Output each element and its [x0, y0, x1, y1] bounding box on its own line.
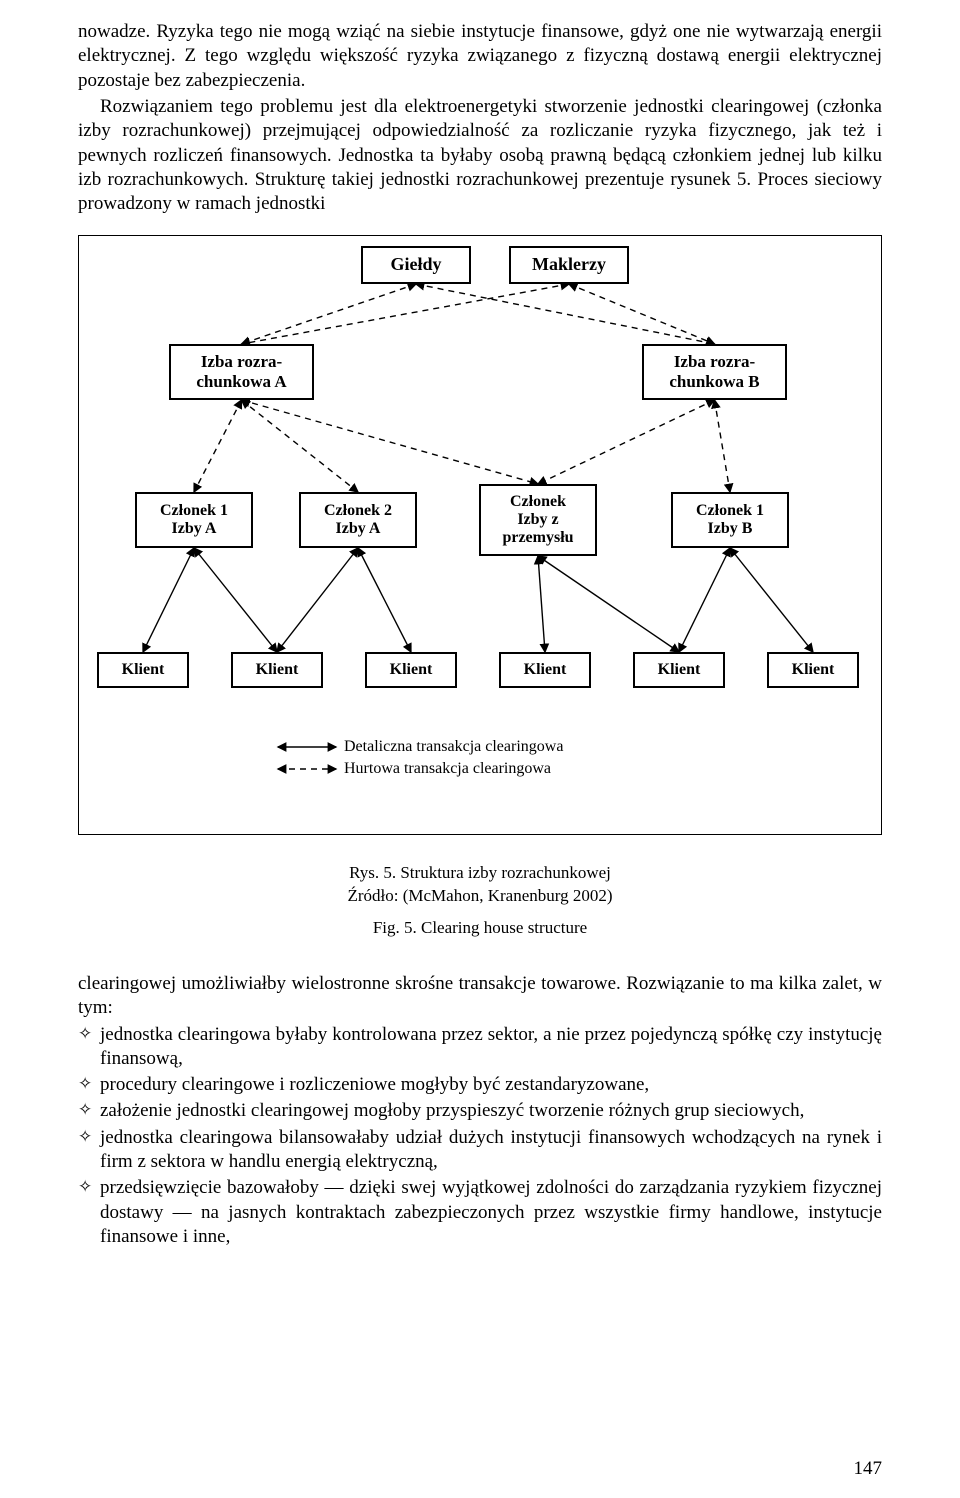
diagram-node-k1: Klient — [97, 652, 189, 688]
legend-dashed: Hurtowa transakcja clearingowa — [274, 760, 563, 778]
bullet-item: założenie jednostki clearingowej mogłoby… — [78, 1099, 882, 1123]
bullet-item: jednostka clearingowa byłaby kontrolowan… — [78, 1023, 882, 1072]
legend-solid-text: Detaliczna transakcja clearingowa — [344, 738, 563, 756]
figure-caption: Rys. 5. Struktura izby rozrachunkowej Źr… — [78, 861, 882, 940]
diagram-node-gieldy: Giełdy — [361, 246, 471, 284]
paragraph-2: Rozwiązaniem tego problemu jest dla elek… — [78, 95, 882, 217]
caption-line-2: Źródło: (McMahon, Kranenburg 2002) — [78, 884, 882, 908]
diagram-node-izbaB: Izba rozra-chunkowa B — [642, 344, 787, 400]
bullet-list: jednostka clearingowa byłaby kontrolowan… — [78, 1023, 882, 1250]
bullet-item: przedsięwzięcie bazowałoby — dzięki swej… — [78, 1176, 882, 1249]
caption-line-3: Fig. 5. Clearing house structure — [78, 916, 882, 940]
diagram-node-k3: Klient — [365, 652, 457, 688]
caption-line-1: Rys. 5. Struktura izby rozrachunkowej — [78, 861, 882, 885]
bullet-item: procedury clearingowe i rozliczeniowe mo… — [78, 1073, 882, 1097]
diagram-legend: Detaliczna transakcja clearingowa Hurtow… — [274, 738, 563, 782]
diagram-node-maklerzy: Maklerzy — [509, 246, 629, 284]
diagram-node-cz1B: Członek 1Izby B — [671, 492, 789, 548]
diagram-node-k5: Klient — [633, 652, 725, 688]
diagram-node-cz1A: Członek 1Izby A — [135, 492, 253, 548]
diagram-node-k2: Klient — [231, 652, 323, 688]
diagram-node-k4: Klient — [499, 652, 591, 688]
paragraph-1: nowadze. Ryzyka tego nie mogą wziąć na s… — [78, 20, 882, 93]
diagram-node-czZ: CzłonekIzby zprzemysłu — [479, 484, 597, 556]
diagram-node-cz2A: Członek 2Izby A — [299, 492, 417, 548]
legend-dashed-text: Hurtowa transakcja clearingowa — [344, 760, 551, 778]
diagram-node-izbaA: Izba rozra-chunkowa A — [169, 344, 314, 400]
diagram-node-k6: Klient — [767, 652, 859, 688]
bullet-item: jednostka clearingowa bilansowałaby udzi… — [78, 1126, 882, 1175]
paragraph-3: clearingowej umożliwiałby wielostronne s… — [78, 972, 882, 1021]
diagram-figure: Detaliczna transakcja clearingowa Hurtow… — [78, 235, 882, 835]
legend-solid: Detaliczna transakcja clearingowa — [274, 738, 563, 756]
page-number: 147 — [854, 1458, 883, 1480]
